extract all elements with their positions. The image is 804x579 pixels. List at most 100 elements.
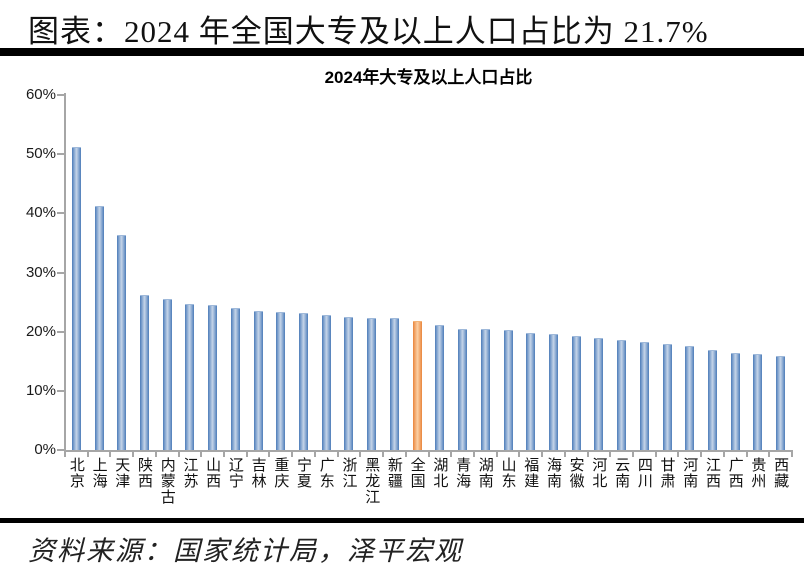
- x-axis-category-label: 黑龙江: [363, 457, 380, 505]
- y-axis-tick: [57, 330, 64, 333]
- x-axis-category-label: 江西: [703, 457, 720, 489]
- x-axis-tick: [86, 452, 89, 457]
- bar: [253, 311, 263, 450]
- x-axis-category-label: 陕西: [136, 457, 153, 489]
- x-axis-tick: [109, 452, 112, 457]
- x-axis-tick: [745, 452, 748, 457]
- x-axis-tick: [359, 452, 362, 457]
- bar: [571, 336, 581, 450]
- x-axis-category-label: 湖北: [431, 457, 448, 489]
- x-axis-category-label: 河北: [590, 457, 607, 489]
- bar: [208, 305, 218, 450]
- bar: [185, 304, 195, 450]
- x-axis-category-label: 安徽: [567, 457, 584, 489]
- x-axis-tick: [154, 452, 157, 457]
- x-axis-category-label: 山西: [204, 457, 221, 489]
- x-axis-tick: [177, 452, 180, 457]
- bar: [685, 346, 695, 450]
- x-axis-tick: [404, 452, 407, 457]
- x-axis-tick: [245, 452, 248, 457]
- bar: [594, 338, 604, 450]
- bar: [230, 308, 240, 450]
- y-axis-tick-label: 40%: [25, 204, 56, 222]
- x-axis-category-label: 辽宁: [226, 457, 243, 489]
- y-axis-tick-label: 10%: [25, 381, 56, 399]
- x-axis-tick: [268, 452, 271, 457]
- bar: [707, 350, 717, 450]
- bar: [344, 317, 354, 450]
- x-axis-category-label: 广西: [726, 457, 743, 489]
- y-axis-tick-label: 20%: [25, 322, 56, 340]
- y-axis-tick-label: 60%: [25, 86, 56, 103]
- x-axis-category-label: 全国: [408, 457, 425, 489]
- bar: [662, 344, 672, 450]
- bar: [730, 353, 740, 450]
- x-axis-tick: [541, 452, 544, 457]
- x-axis-category-label: 河南: [681, 457, 698, 489]
- x-axis-category-label: 内蒙古: [158, 457, 175, 505]
- y-axis-tick: [57, 271, 64, 274]
- x-axis-category-label: 云南: [613, 457, 630, 489]
- x-axis-category-label: 天津: [113, 457, 130, 489]
- x-axis-tick: [677, 452, 680, 457]
- x-axis-tick: [563, 452, 566, 457]
- x-axis-category-label: 宁夏: [295, 457, 312, 489]
- x-axis-category-label: 上海: [90, 457, 107, 489]
- bar: [753, 354, 763, 450]
- y-axis-tick: [57, 212, 64, 215]
- bar: [367, 318, 377, 450]
- x-axis-category-label: 浙江: [340, 457, 357, 489]
- x-axis-category-label: 北京: [67, 457, 84, 489]
- bar: [71, 147, 81, 450]
- y-axis-tick-label: 30%: [25, 263, 56, 281]
- x-axis-tick: [200, 452, 203, 457]
- x-axis-category-label: 吉林: [249, 457, 266, 489]
- x-axis-category-label: 江苏: [181, 457, 198, 489]
- bar: [299, 313, 309, 450]
- x-axis-tick: [382, 452, 385, 457]
- x-axis-tick: [472, 452, 475, 457]
- source-note: 资料来源：国家统计局，泽平宏观: [28, 536, 463, 566]
- x-axis-category-label: 山东: [499, 457, 516, 489]
- x-axis-category-label: 贵州: [749, 457, 766, 489]
- x-axis-category-label: 西藏: [772, 457, 789, 489]
- bar-highlight: [412, 321, 422, 450]
- x-axis-tick: [700, 452, 703, 457]
- bar: [617, 340, 627, 450]
- bottom-divider: [0, 518, 804, 523]
- y-axis-tick: [57, 389, 64, 392]
- x-axis-category-label: 新疆: [385, 457, 402, 489]
- x-axis-category-label: 重庆: [272, 457, 289, 489]
- bar: [548, 334, 558, 450]
- y-axis-tick-label: 50%: [25, 145, 56, 163]
- y-axis-tick: [57, 153, 64, 156]
- bar: [321, 315, 331, 450]
- x-axis-category-label: 湖南: [476, 457, 493, 489]
- x-axis-tick: [654, 452, 657, 457]
- y-axis-tick: [57, 94, 64, 96]
- y-axis-tick: [57, 449, 64, 451]
- x-axis-tick: [609, 452, 612, 457]
- x-axis-tick: [518, 452, 521, 457]
- bar: [140, 295, 150, 450]
- bar: [94, 206, 104, 450]
- x-axis-tick: [291, 452, 294, 457]
- bar: [480, 329, 490, 450]
- x-axis-tick: [223, 452, 226, 457]
- x-axis-category-label: 福建: [522, 457, 539, 489]
- x-axis-category-label: 广东: [317, 457, 334, 489]
- x-axis-tick: [631, 452, 634, 457]
- bar: [776, 356, 786, 450]
- top-divider: [0, 48, 804, 56]
- bar: [389, 318, 399, 450]
- chart-title: 2024年大专及以上人口占比: [324, 68, 533, 87]
- bar: [526, 333, 536, 450]
- x-axis-tick: [722, 452, 725, 457]
- bar: [503, 330, 513, 450]
- x-axis-tick: [768, 452, 771, 457]
- x-axis-tick: [313, 452, 316, 457]
- page-title: 图表：2024 年全国大专及以上人口占比为 21.7%: [28, 14, 709, 49]
- x-axis-tick: [791, 452, 793, 457]
- x-axis-category-label: 四川: [635, 457, 652, 489]
